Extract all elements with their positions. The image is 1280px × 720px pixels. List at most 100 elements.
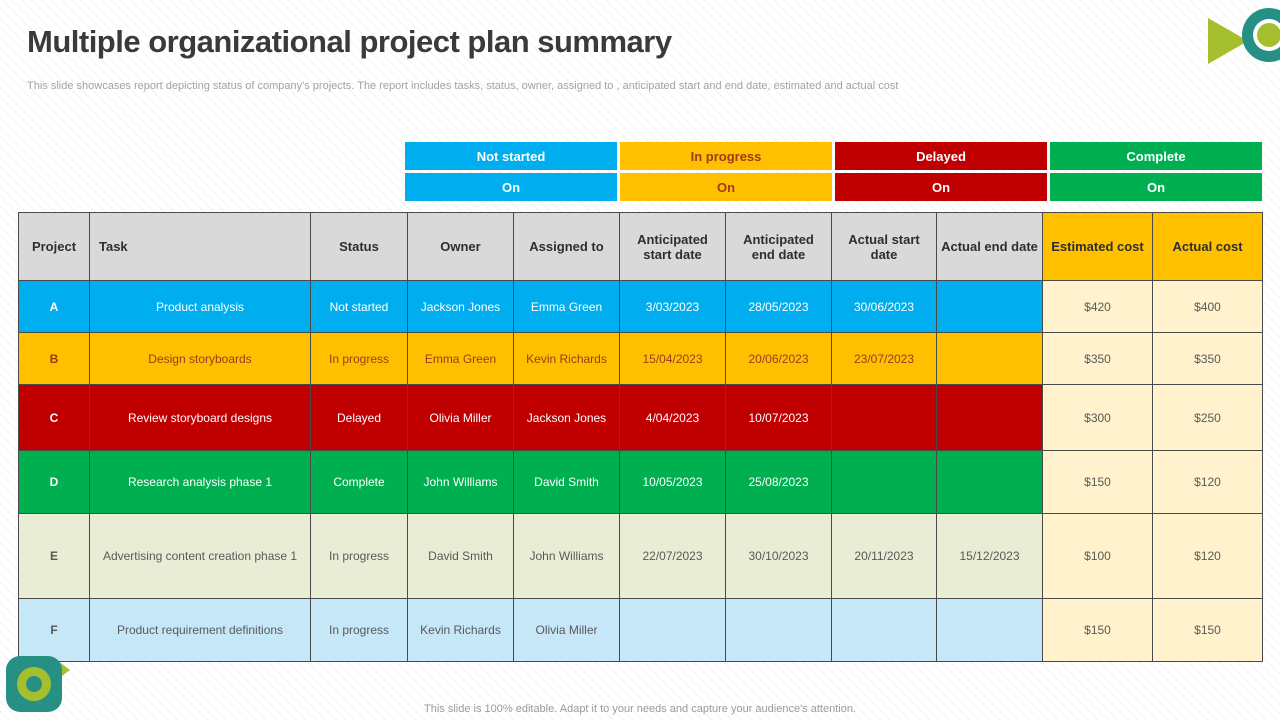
cell-project: F — [18, 598, 90, 662]
cell-owner: Emma Green — [407, 332, 514, 385]
header-actual-cost: Actual cost — [1152, 212, 1263, 281]
cell-anticipated-start: 10/05/2023 — [619, 450, 726, 514]
legend-label-delayed: Delayed — [835, 142, 1047, 170]
cell-project: C — [18, 384, 90, 451]
cell-actual-start — [831, 598, 937, 662]
cell-anticipated-end: 28/05/2023 — [725, 280, 832, 333]
table-row-d: D Research analysis phase 1 Complete Joh… — [18, 450, 1263, 514]
cell-project: D — [18, 450, 90, 514]
cell-status: In progress — [310, 598, 408, 662]
legend-sub-in-progress: On — [620, 173, 832, 201]
cell-anticipated-end: 10/07/2023 — [725, 384, 832, 451]
cell-anticipated-end: 25/08/2023 — [725, 450, 832, 514]
logo-square-icon — [6, 656, 62, 712]
cell-actual-start: 23/07/2023 — [831, 332, 937, 385]
cell-actual-cost: $350 — [1152, 332, 1263, 385]
cell-estimated-cost: $150 — [1042, 450, 1153, 514]
cell-status: In progress — [310, 513, 408, 599]
cell-task: Advertising content creation phase 1 — [89, 513, 311, 599]
header-anticipated-start: Anticipated start date — [619, 212, 726, 281]
cell-actual-start: 30/06/2023 — [831, 280, 937, 333]
cell-anticipated-end — [725, 598, 832, 662]
header-estimated-cost: Estimated cost — [1042, 212, 1153, 281]
legend-label-in-progress: In progress — [620, 142, 832, 170]
table-header-row: Project Task Status Owner Assigned to An… — [18, 212, 1263, 281]
header-actual-start: Actual start date — [831, 212, 937, 281]
cell-owner: Kevin Richards — [407, 598, 514, 662]
cell-actual-cost: $250 — [1152, 384, 1263, 451]
cell-anticipated-start: 15/04/2023 — [619, 332, 726, 385]
project-plan-table: Project Task Status Owner Assigned to An… — [18, 212, 1263, 662]
cell-anticipated-start — [619, 598, 726, 662]
cell-actual-end — [936, 598, 1043, 662]
cell-owner: David Smith — [407, 513, 514, 599]
cell-actual-start: 20/11/2023 — [831, 513, 937, 599]
cell-status: Delayed — [310, 384, 408, 451]
cell-estimated-cost: $150 — [1042, 598, 1153, 662]
cell-actual-end — [936, 332, 1043, 385]
header-project: Project — [18, 212, 90, 281]
cell-status: Complete — [310, 450, 408, 514]
cell-status: In progress — [310, 332, 408, 385]
header-assigned-to: Assigned to — [513, 212, 620, 281]
decorative-logo-bottom-left — [6, 656, 70, 712]
cell-task: Research analysis phase 1 — [89, 450, 311, 514]
cell-actual-end — [936, 450, 1043, 514]
cell-estimated-cost: $300 — [1042, 384, 1153, 451]
cell-project: A — [18, 280, 90, 333]
play-triangle-icon — [1208, 18, 1248, 64]
cell-anticipated-start: 4/04/2023 — [619, 384, 726, 451]
cell-actual-cost: $120 — [1152, 450, 1263, 514]
page-title: Multiple organizational project plan sum… — [27, 24, 672, 59]
cell-status: Not started — [310, 280, 408, 333]
cell-task: Review storyboard designs — [89, 384, 311, 451]
cell-anticipated-start: 22/07/2023 — [619, 513, 726, 599]
cell-task: Product analysis — [89, 280, 311, 333]
footer-note: This slide is 100% editable. Adapt it to… — [424, 703, 856, 715]
legend-sub-delayed: On — [835, 173, 1047, 201]
cell-assigned-to: Jackson Jones — [513, 384, 620, 451]
cell-assigned-to: Emma Green — [513, 280, 620, 333]
decorative-logo-top-right — [1208, 8, 1280, 76]
slide-subtitle: This slide showcases report depicting st… — [27, 80, 899, 92]
cell-actual-start — [831, 384, 937, 451]
legend-label-not-started: Not started — [405, 142, 617, 170]
cell-actual-cost: $400 — [1152, 280, 1263, 333]
status-legend: Not started In progress Delayed Complete… — [405, 142, 1262, 201]
cell-assigned-to: Olivia Miller — [513, 598, 620, 662]
cell-actual-end: 15/12/2023 — [936, 513, 1043, 599]
cell-estimated-cost: $100 — [1042, 513, 1153, 599]
cell-project: B — [18, 332, 90, 385]
table-row-e: E Advertising content creation phase 1 I… — [18, 513, 1263, 599]
cell-actual-end — [936, 280, 1043, 333]
cell-anticipated-end: 30/10/2023 — [725, 513, 832, 599]
cell-anticipated-end: 20/06/2023 — [725, 332, 832, 385]
table-row-b: B Design storyboards In progress Emma Gr… — [18, 332, 1263, 385]
header-anticipated-end: Anticipated end date — [725, 212, 832, 281]
header-actual-end: Actual end date — [936, 212, 1043, 281]
cell-estimated-cost: $420 — [1042, 280, 1153, 333]
header-owner: Owner — [407, 212, 514, 281]
header-status: Status — [310, 212, 408, 281]
cell-task: Product requirement definitions — [89, 598, 311, 662]
legend-sub-not-started: On — [405, 173, 617, 201]
cell-actual-start — [831, 450, 937, 514]
cell-actual-end — [936, 384, 1043, 451]
cell-owner: John Williams — [407, 450, 514, 514]
cell-project: E — [18, 513, 90, 599]
header-task: Task — [89, 212, 311, 281]
table-row-f: F Product requirement definitions In pro… — [18, 598, 1263, 662]
cell-owner: Jackson Jones — [407, 280, 514, 333]
cell-estimated-cost: $350 — [1042, 332, 1153, 385]
cell-anticipated-start: 3/03/2023 — [619, 280, 726, 333]
cell-assigned-to: John Williams — [513, 513, 620, 599]
legend-label-complete: Complete — [1050, 142, 1262, 170]
cell-task: Design storyboards — [89, 332, 311, 385]
cell-assigned-to: Kevin Richards — [513, 332, 620, 385]
cell-actual-cost: $150 — [1152, 598, 1263, 662]
table-row-a: A Product analysis Not started Jackson J… — [18, 280, 1263, 333]
cell-owner: Olivia Miller — [407, 384, 514, 451]
table-row-c: C Review storyboard designs Delayed Oliv… — [18, 384, 1263, 451]
legend-sub-complete: On — [1050, 173, 1262, 201]
